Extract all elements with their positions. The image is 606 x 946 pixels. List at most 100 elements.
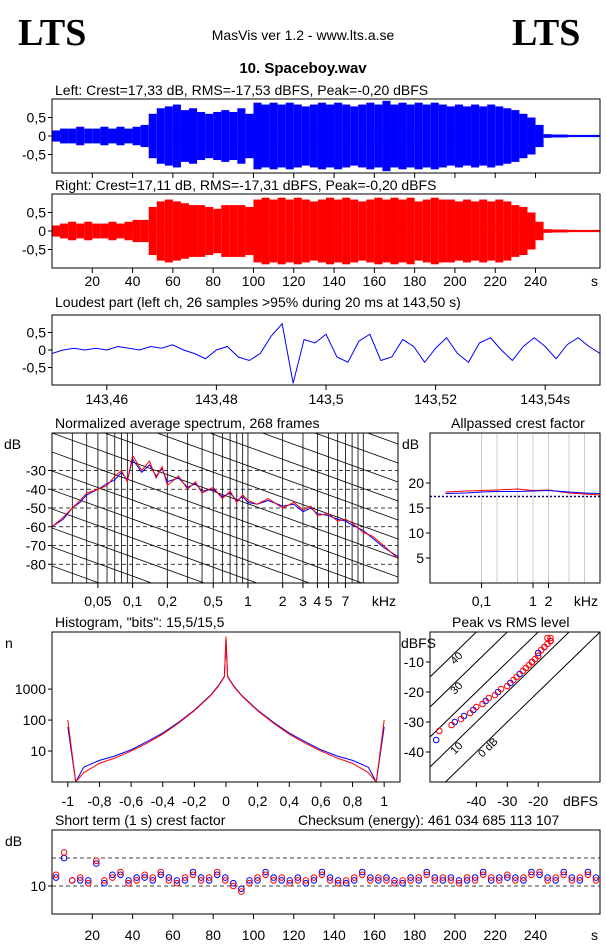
x-tick-label: 143,46: [85, 391, 128, 407]
y-axis-label: n: [5, 635, 13, 651]
waveform-envelope: [390, 104, 399, 168]
scatter-point: [230, 879, 237, 887]
scatter-point: [117, 868, 124, 876]
waveform-envelope: [358, 201, 367, 261]
scatter-point: [109, 874, 116, 881]
y-tick-label: 20: [408, 475, 424, 491]
scatter-point: [584, 871, 592, 879]
scatter-point: [592, 877, 600, 884]
scatter-point: [350, 877, 358, 884]
x-tick-label: -0,4: [151, 793, 175, 809]
x-tick-label: 60: [165, 273, 181, 289]
y-tick-label: 0,5: [27, 325, 47, 341]
y-axis-label: dB: [5, 833, 22, 849]
scatter-point: [181, 874, 189, 881]
scatter-point: [448, 721, 455, 729]
scatter-point: [576, 874, 584, 881]
y-tick-label: -30: [404, 714, 424, 730]
x-tick-label: 140: [322, 273, 346, 289]
scatter-point: [310, 877, 318, 884]
waveform-envelope: [487, 201, 496, 261]
scatter-point: [342, 877, 350, 884]
scatter-point: [221, 877, 229, 884]
scatter-point: [133, 874, 140, 881]
scatter-point: [238, 888, 245, 895]
scatter-point: [302, 877, 310, 884]
scatter-point: [415, 877, 422, 884]
chart: [52, 100, 600, 172]
waveform-envelope: [180, 203, 189, 259]
scatter-point: [358, 871, 366, 879]
scatter-point: [197, 874, 205, 881]
scatter-point: [520, 877, 527, 884]
scatter-point: [367, 877, 374, 884]
scatter-point: [528, 871, 535, 879]
scatter-point: [286, 879, 294, 887]
scatter-point: [471, 877, 479, 884]
waveform-envelope: [189, 108, 198, 164]
waveform-envelope: [575, 229, 584, 233]
waveform-envelope: [100, 223, 109, 239]
scatter-point: [318, 868, 326, 876]
waveform-envelope: [140, 219, 149, 243]
scatter-point: [431, 877, 439, 884]
y-tick-label: 5: [416, 550, 424, 566]
slope-line: [52, 527, 206, 583]
plot-frame: [429, 631, 601, 783]
y-tick-label: -30: [26, 463, 46, 479]
scatter-point: [76, 874, 84, 881]
x-tick-label: 2: [279, 593, 287, 609]
scatter-point: [447, 877, 455, 884]
waveform-envelope: [229, 205, 238, 257]
scatter-point: [230, 882, 237, 890]
waveform-envelope: [446, 106, 455, 166]
scatter-point: [157, 871, 165, 879]
waveform-envelope: [463, 199, 472, 263]
waveform-envelope: [350, 199, 359, 263]
waveform-envelope: [535, 221, 544, 241]
x-tick-label: 160: [363, 273, 387, 289]
waveform-envelope: [108, 221, 117, 241]
x-tick-label: 100: [242, 927, 266, 943]
scatter-point: [487, 877, 495, 884]
scatter-point: [375, 877, 382, 884]
x-tick-label: 180: [403, 273, 427, 289]
scatter-point: [391, 879, 398, 887]
scatter-point: [552, 877, 559, 884]
x-tick-label: 60: [165, 927, 181, 943]
waveform-envelope: [479, 199, 488, 263]
scatter-point: [326, 877, 334, 884]
scatter-point: [125, 879, 132, 887]
scatter-point: [262, 871, 269, 879]
waveform-envelope: [503, 108, 512, 164]
x-tick-label: 0,1: [472, 593, 492, 609]
y-tick-label: -0,5: [22, 360, 46, 376]
scatter-point: [471, 874, 479, 881]
plot-frame: [51, 631, 401, 783]
x-tick-label: 20: [85, 927, 101, 943]
scatter-point: [455, 877, 463, 884]
slope-line: [52, 508, 259, 583]
scatter-point: [439, 874, 447, 881]
waveform-envelope: [164, 199, 173, 263]
waveform-envelope: [398, 102, 407, 170]
waveform-envelope: [156, 201, 165, 261]
scatter-point: [125, 877, 132, 884]
y-tick-label: 10: [30, 743, 46, 759]
waveform-envelope: [317, 102, 326, 170]
waveform-envelope: [559, 134, 568, 138]
waveform-envelope: [559, 229, 568, 233]
series-line: [67, 636, 385, 782]
waveform-envelope: [527, 117, 536, 155]
scatter-point: [93, 857, 100, 865]
waveform-envelope: [519, 113, 528, 159]
y-tick-label: -50: [26, 500, 46, 516]
x-tick-label: 0,4: [280, 793, 300, 809]
scatter-point: [133, 877, 140, 884]
x-tick-label: 3: [299, 593, 307, 609]
waveform-envelope: [52, 225, 61, 237]
scatter-point: [213, 868, 221, 876]
waveform-envelope: [543, 134, 552, 138]
x-tick-label: 2: [545, 593, 553, 609]
annotation: Checksum (energy): 461 034 685 113 107: [298, 812, 559, 828]
